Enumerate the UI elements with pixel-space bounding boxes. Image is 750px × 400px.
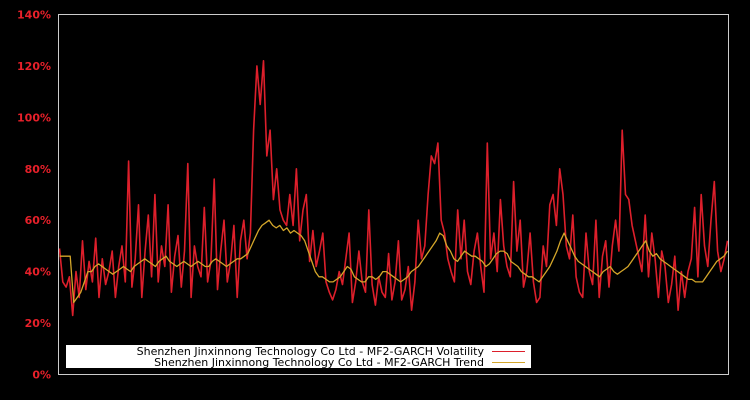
legend-item-trend: Shenzhen Jinxinnong Technology Co Ltd - … — [154, 355, 525, 369]
volatility-line — [58, 59, 729, 317]
y-tick-label: 120% — [17, 60, 51, 73]
legend-item-volatility: Shenzhen Jinxinnong Technology Co Ltd - … — [136, 344, 525, 358]
y-tick-label: 100% — [17, 111, 51, 124]
y-tick-label: 0% — [32, 369, 51, 382]
series-layer — [58, 59, 729, 317]
y-tick-label: 20% — [25, 317, 51, 330]
y-tick-label: 140% — [17, 9, 51, 22]
legend-swatch-trend — [492, 361, 525, 363]
y-axis-ticks: 0% 20% 40% 60% 80% 100% 120% 140% — [17, 9, 51, 382]
trend-line — [59, 219, 729, 304]
legend-label-trend: Shenzhen Jinxinnong Technology Co Ltd - … — [154, 355, 484, 369]
y-tick-label: 40% — [25, 266, 51, 279]
plot-frame — [58, 14, 729, 375]
legend: Shenzhen Jinxinnong Technology Co Ltd - … — [66, 344, 531, 369]
legend-label-volatility: Shenzhen Jinxinnong Technology Co Ltd - … — [136, 344, 484, 358]
y-tick-label: 60% — [25, 214, 51, 227]
y-tick-label: 80% — [25, 163, 51, 176]
legend-swatch-volatility — [492, 350, 525, 352]
